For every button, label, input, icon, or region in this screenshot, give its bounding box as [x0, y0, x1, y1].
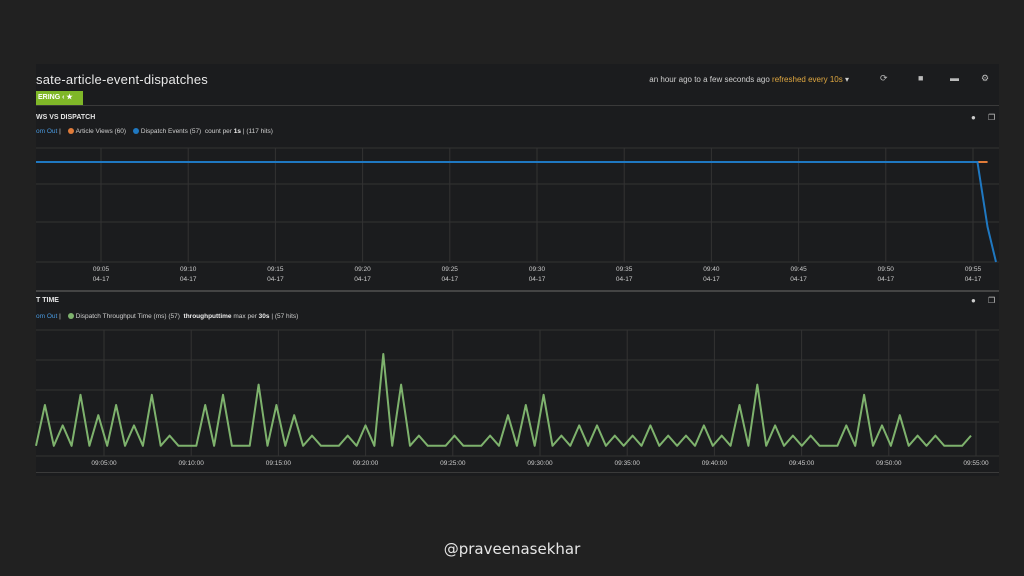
x-tick-label: 09:40:00	[702, 460, 728, 467]
x-tick-label: 09:20:00	[353, 460, 379, 467]
x-tick-label: 09:45:00	[789, 460, 815, 467]
x-tick-label: 04-17	[965, 276, 982, 283]
x-tick-label: 09:05:00	[91, 460, 117, 467]
legend-item[interactable]: Article Views (60)	[75, 128, 127, 135]
x-tick-label: 04-17	[529, 276, 546, 283]
info-icon[interactable]: ●	[971, 113, 976, 122]
share-icon[interactable]: ▬	[950, 73, 959, 83]
legend-field: throughputtime	[183, 313, 232, 320]
x-tick-label: 09:15:00	[266, 460, 292, 467]
legend-dot-icon	[67, 313, 74, 319]
panel-legend: om Out | Dispatch Throughput Time (ms) (…	[36, 313, 299, 320]
x-tick-label: 09:30	[529, 266, 546, 273]
x-tick-label: 04-17	[354, 276, 371, 283]
divider	[36, 105, 999, 106]
refresh-interval[interactable]: refreshed every 10s	[772, 75, 843, 84]
dashboard-title: sate-article-event-dispatches	[36, 72, 208, 87]
zoom-out-link[interactable]: om Out	[36, 313, 58, 320]
x-tick-label: 09:15	[267, 266, 284, 273]
settings-icon[interactable]: ⚙	[981, 73, 990, 83]
legend-info: max per	[233, 313, 257, 320]
legend-dot-icon	[67, 128, 74, 134]
x-tick-label: 04-17	[441, 276, 458, 283]
refresh-icon[interactable]: ⟳	[880, 73, 888, 83]
panel-legend: om Out | Article Views (60) Dispatch Eve…	[36, 128, 273, 135]
time-range[interactable]: an hour ago to a few seconds ago	[649, 75, 770, 84]
divider	[36, 472, 999, 473]
panel-title: WS VS DISPATCH	[36, 114, 96, 121]
x-tick-label: 09:20	[354, 266, 371, 273]
x-tick-label: 09:05	[93, 266, 110, 273]
panel-title: T TIME	[36, 297, 59, 304]
x-tick-label: 09:35:00	[615, 460, 641, 467]
legend-hits: | (57 hits)	[271, 313, 299, 320]
x-tick-label: 09:25	[442, 266, 459, 273]
x-tick-label: 09:40	[703, 266, 720, 273]
x-tick-label: 09:35	[616, 266, 633, 273]
author-handle: @praveenasekhar	[443, 540, 581, 558]
x-tick-label: 04-17	[616, 276, 633, 283]
histogram-chart[interactable]: 09:05 04-17 09:10 04-17 09:15 04-17 09:20 04-17…	[36, 142, 999, 292]
zoom-out-link[interactable]: om Out	[36, 128, 58, 135]
x-tick-label: 04-17	[93, 276, 110, 283]
x-tick-label: 04-17	[267, 276, 284, 283]
caret-down-icon[interactable]: ▾	[844, 75, 849, 84]
x-tick-label: 04-17	[877, 276, 894, 283]
x-tick-label: 09:30:00	[527, 460, 553, 467]
legend-interval: 30s	[258, 313, 270, 320]
save-icon[interactable]: ■	[918, 73, 924, 83]
dashboard: sate-article-event-dispatches an hour ag…	[35, 64, 999, 476]
x-tick-label: 09:45	[790, 266, 807, 273]
legend-interval: 1s	[233, 128, 242, 135]
x-tick-label: 09:55	[965, 266, 982, 273]
x-tick-label: 04-17	[703, 276, 720, 283]
popout-icon[interactable]: ❐	[988, 113, 996, 122]
legend-dot-icon	[132, 128, 139, 134]
x-tick-label: 09:50:00	[876, 460, 902, 467]
x-tick-label: 04-17	[790, 276, 807, 283]
legend-item[interactable]: Dispatch Throughput Time (ms) (57)	[75, 313, 180, 320]
series-line	[35, 353, 972, 447]
legend-info: count per	[204, 128, 232, 135]
divider	[36, 290, 999, 292]
x-tick-label: 09:55:00	[963, 460, 989, 467]
legend-hits: | (117 hits)	[242, 128, 273, 135]
x-tick-label: 09:10:00	[179, 460, 205, 467]
series-line	[36, 161, 997, 263]
time-picker[interactable]: an hour ago to a few seconds ago refresh…	[649, 75, 849, 84]
x-tick-label: 09:50	[878, 266, 895, 273]
info-icon[interactable]: ●	[971, 296, 976, 305]
x-tick-label: 09:10	[180, 266, 197, 273]
x-tick-label: 04-17	[180, 276, 197, 283]
histogram-chart[interactable]: 09:05:00 09:10:00 09:15:00 09:20:00 09:25:00…	[35, 326, 999, 468]
x-tick-label: 09:25:00	[440, 460, 466, 467]
filter-tag[interactable]: ERING ‹ ★	[36, 91, 83, 105]
popout-icon[interactable]: ❐	[988, 296, 996, 305]
legend-item[interactable]: Dispatch Events (57)	[140, 128, 202, 135]
